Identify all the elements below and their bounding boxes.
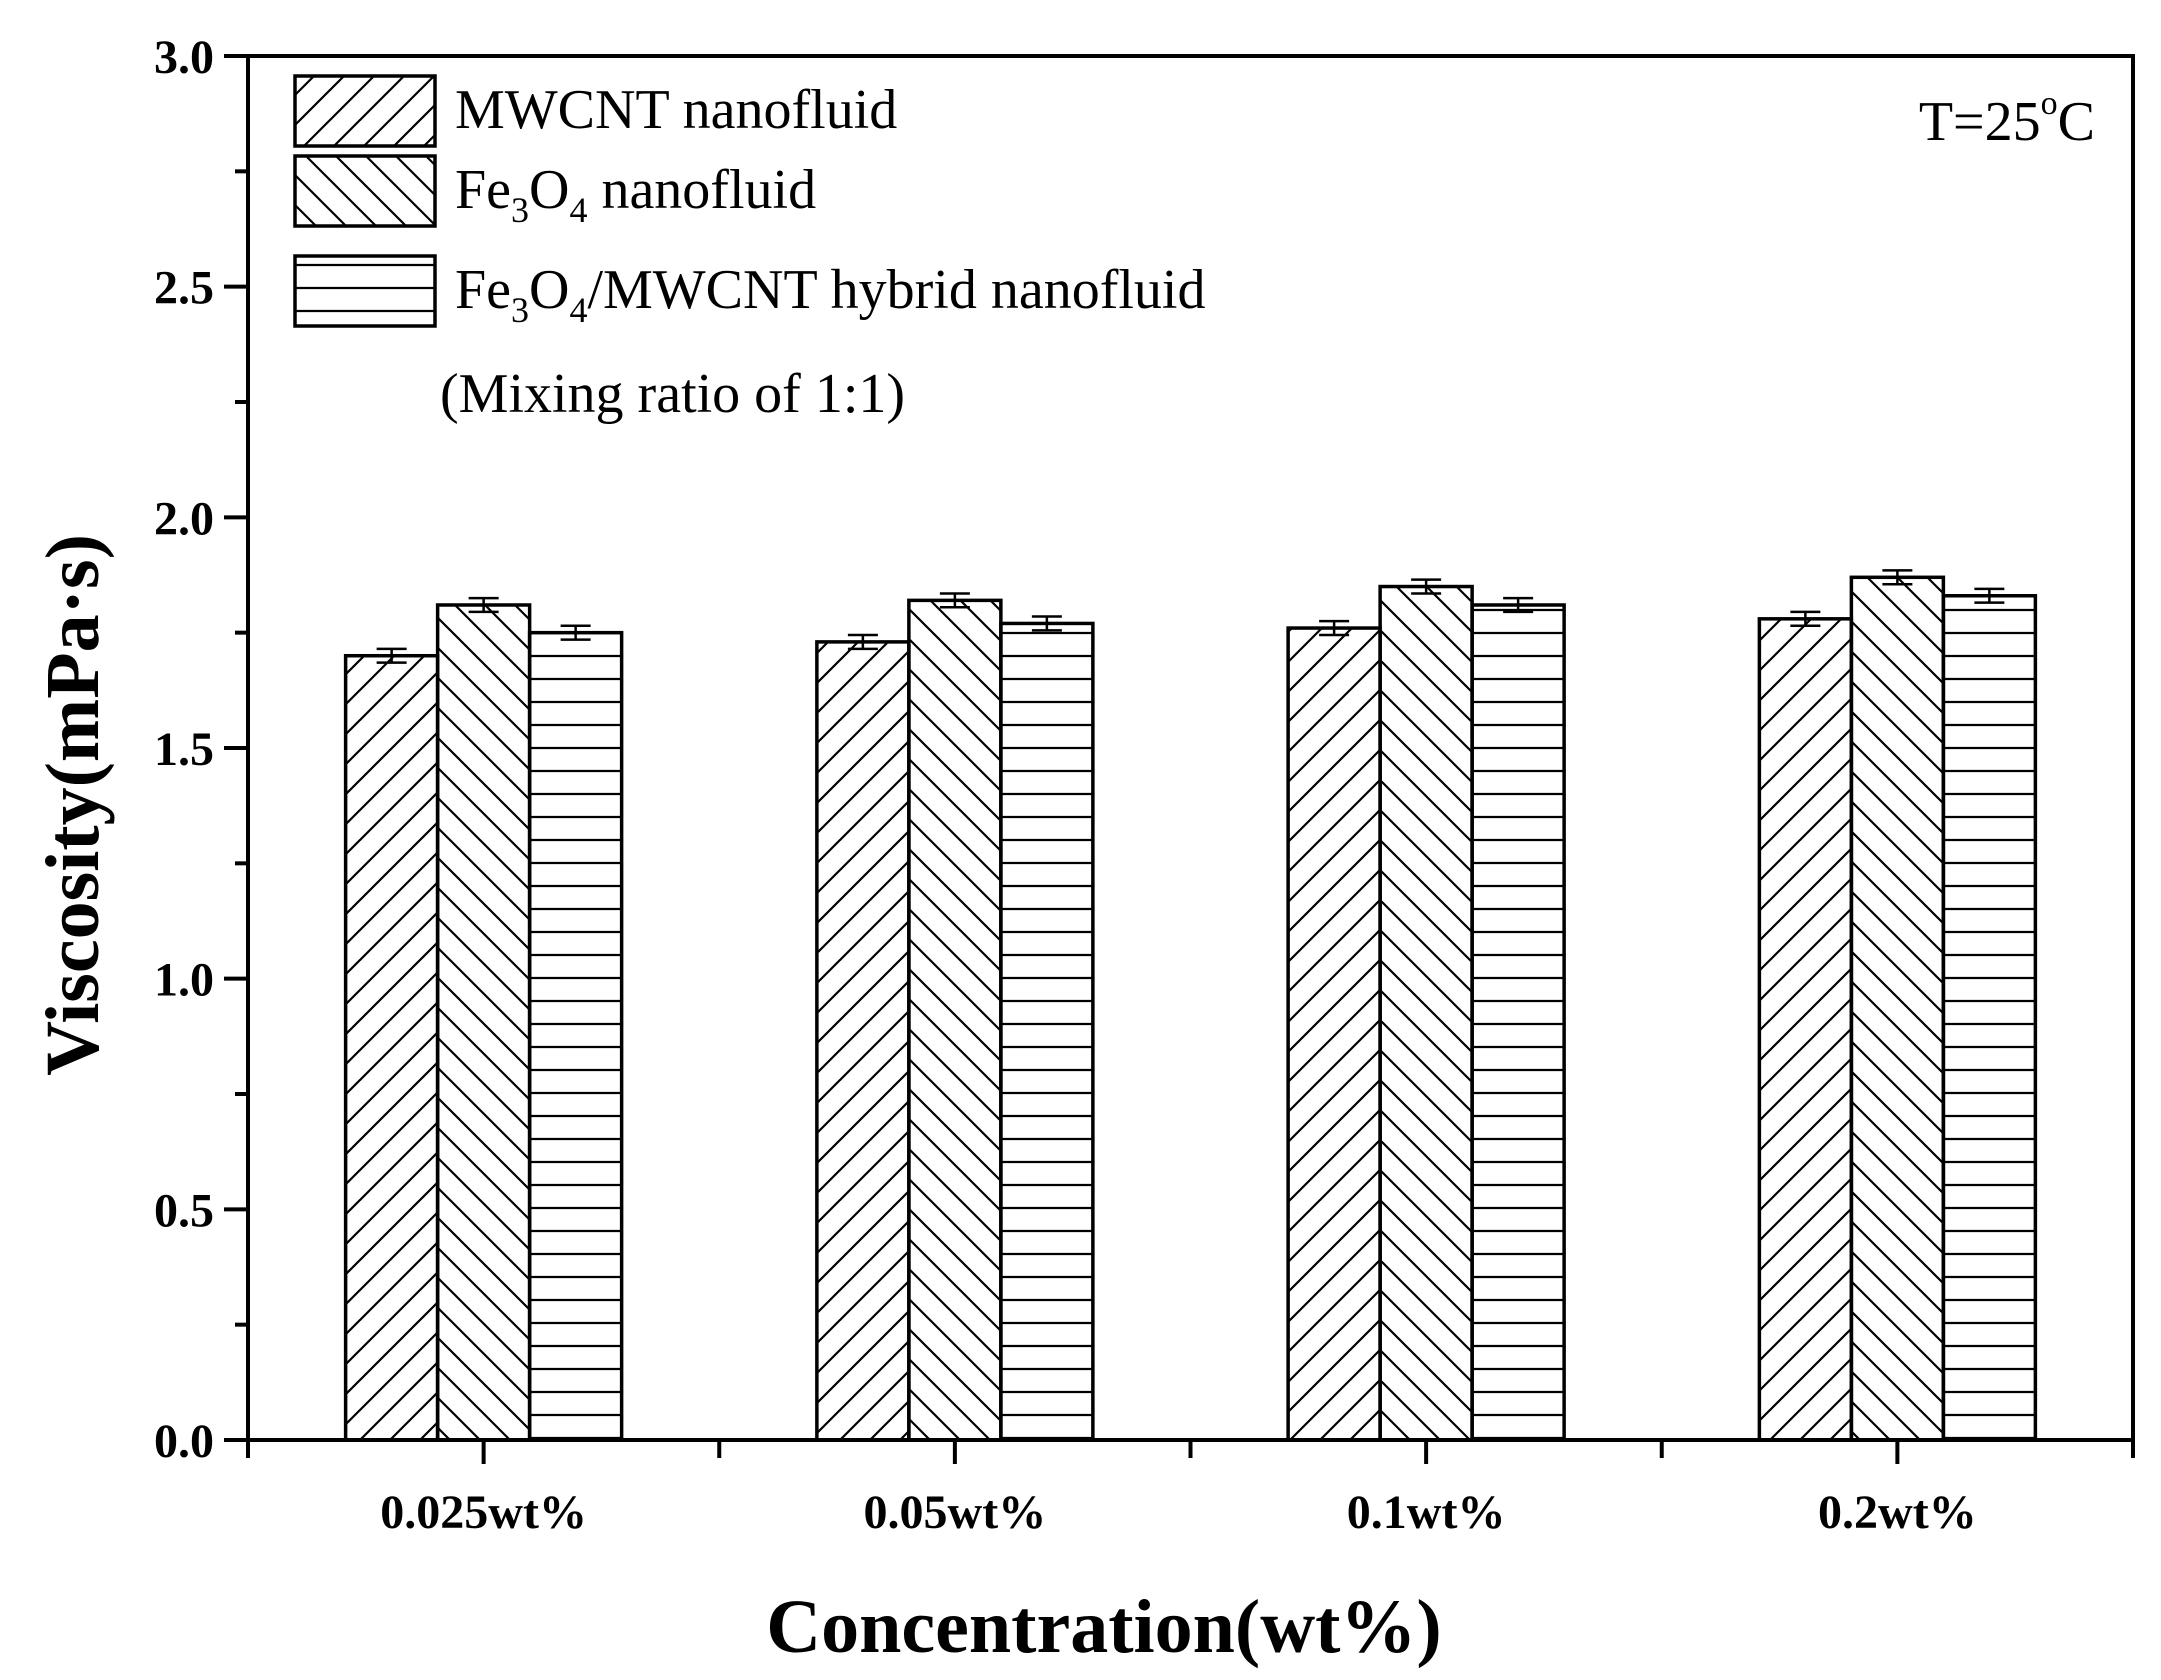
bar-3-1 <box>527 630 624 1442</box>
y-tick-label: 1.5 <box>154 723 214 776</box>
x-tick-label: 0.025wt% <box>380 1486 587 1539</box>
legend-swatch-1 <box>293 74 437 148</box>
temperature-unit: C <box>2058 91 2095 153</box>
bar-3-3 <box>1470 603 1566 1442</box>
degree-symbol: o <box>2041 85 2058 122</box>
error-bar-group <box>376 569 2005 664</box>
x-tick-label: 0.05wt% <box>864 1486 1047 1539</box>
y-tick-label: 0.0 <box>154 1415 214 1468</box>
legend-note: (Mixing ratio of 1:1) <box>440 363 905 425</box>
temperature-value: T=25 <box>1919 91 2041 153</box>
legend-label-3: Fe3O4/MWCNT hybrid nanofluid <box>455 259 1205 330</box>
temperature-annotation: T=25oC <box>1919 85 2095 153</box>
y-tick-label: 3.0 <box>154 31 214 84</box>
y-axis: 0.0 0.5 1.0 1.5 2.0 2.5 3.0 <box>154 31 248 1468</box>
x-axis-title: Concentration(wt%) <box>766 1585 1441 1669</box>
bar-2-2 <box>907 598 1003 1442</box>
bar-1-1 <box>343 653 440 1442</box>
x-tick-label: 0.2wt% <box>1818 1486 1977 1539</box>
bar-2-4 <box>1849 575 1946 1442</box>
y-tick-label: 0.5 <box>154 1184 214 1237</box>
y-tick-label: 2.5 <box>154 262 214 315</box>
bar-group <box>343 575 2038 1442</box>
bar-1-3 <box>1286 626 1382 1442</box>
bar-1-2 <box>815 640 911 1442</box>
legend-label-2: Fe3O4 nanofluid <box>455 159 816 230</box>
x-axis: 0.025wt% 0.05wt% 0.1wt% 0.2wt% <box>246 1440 2135 1539</box>
bar-2-1 <box>435 603 532 1442</box>
y-axis-title: Viscosity(mPa·s) <box>31 534 115 1076</box>
x-tick-label: 0.1wt% <box>1347 1486 1506 1539</box>
legend-swatch-2 <box>293 154 437 228</box>
bar-3-4 <box>1941 594 2038 1442</box>
legend-swatch-3 <box>293 254 437 328</box>
bar-2-3 <box>1378 584 1474 1442</box>
bar-3-2 <box>999 621 1095 1442</box>
bar-1-4 <box>1757 617 1854 1442</box>
y-tick-label: 1.0 <box>154 954 214 1007</box>
legend: MWCNT nanofluid Fe3O4 nanofluid Fe3O4/MWCN… <box>293 74 1205 330</box>
legend-label-1: MWCNT nanofluid <box>455 79 897 141</box>
y-tick-label: 2.0 <box>154 492 214 545</box>
